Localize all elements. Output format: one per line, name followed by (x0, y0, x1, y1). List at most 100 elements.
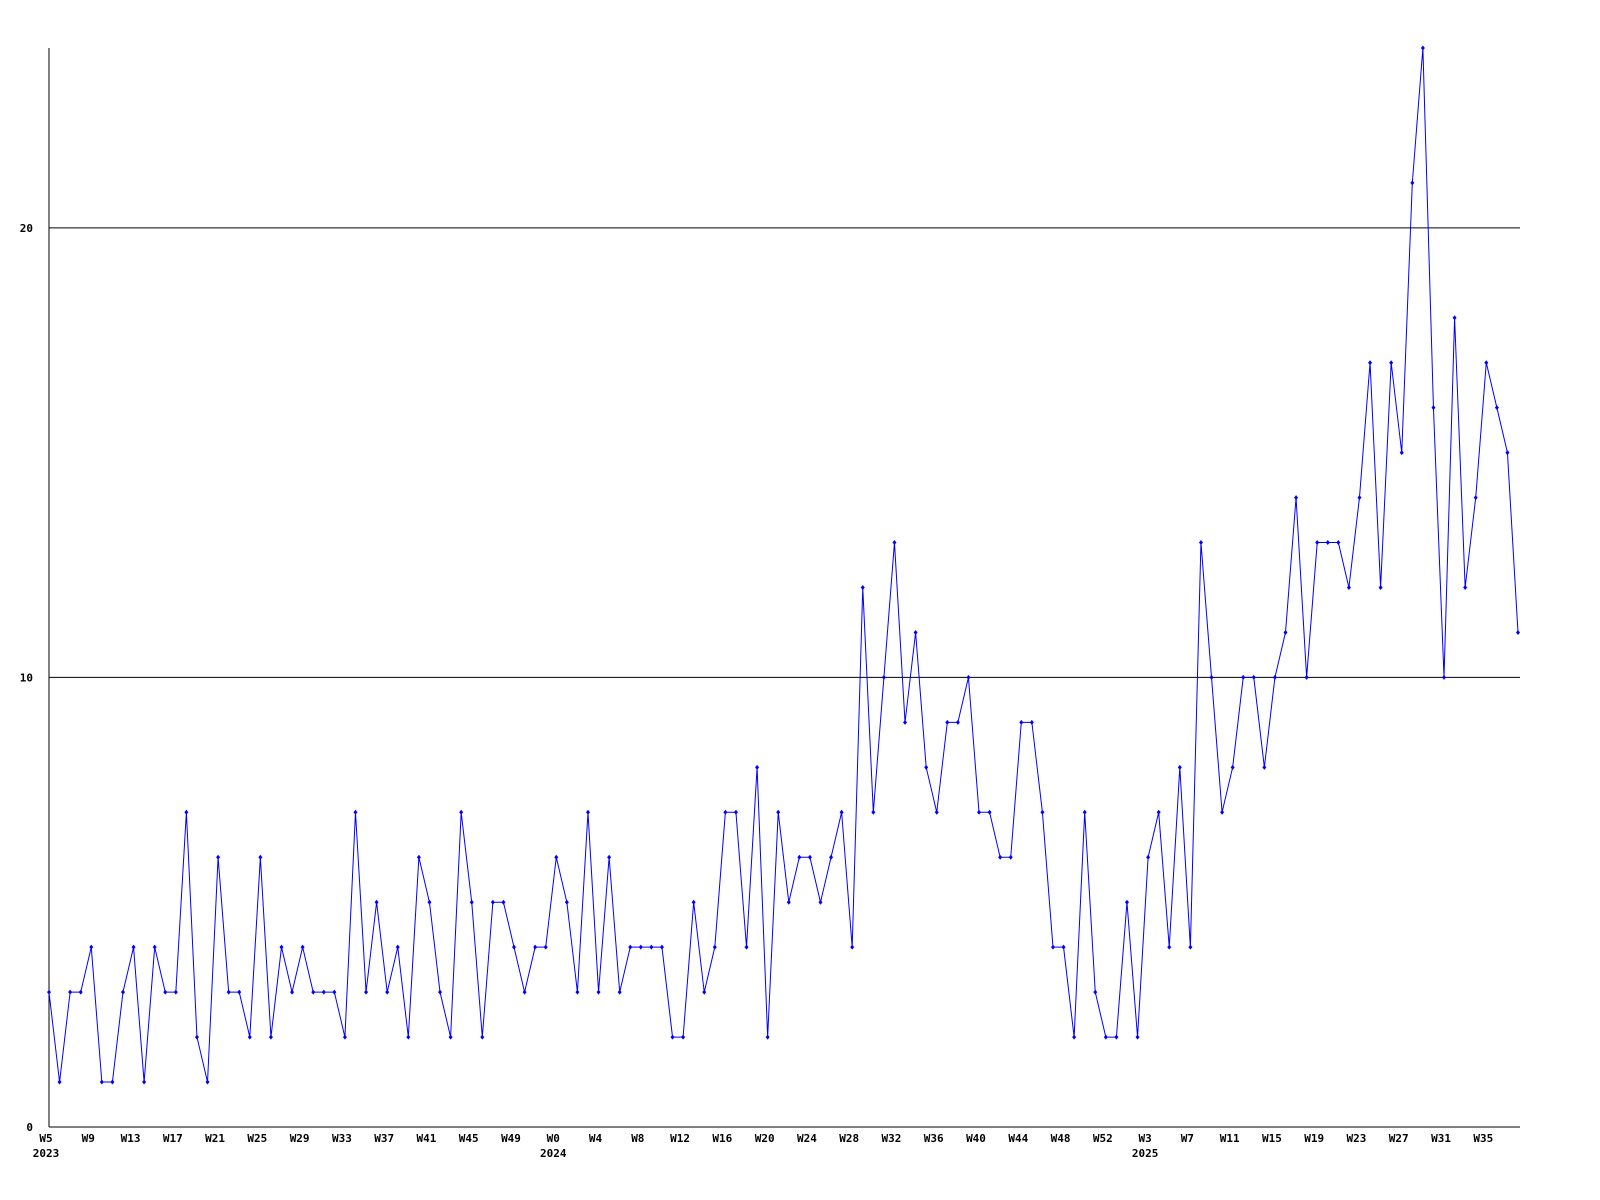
point-marker (681, 1034, 686, 1040)
point-marker (1336, 540, 1341, 546)
point-marker (1220, 809, 1225, 815)
point-marker (1230, 764, 1235, 770)
point-marker (406, 1034, 411, 1040)
point-marker (279, 944, 284, 950)
point-marker (607, 854, 612, 860)
point-marker (1082, 809, 1087, 815)
x-tick-label: W49 (501, 1132, 521, 1145)
y-tick-label: 20 (20, 222, 33, 235)
y-tick-label: 10 (20, 671, 33, 684)
point-marker (871, 809, 876, 815)
x-tick-label: W23 (1347, 1132, 1367, 1145)
point-marker (184, 809, 189, 815)
point-marker (1431, 405, 1436, 411)
point-marker (247, 1034, 252, 1040)
point-marker (300, 944, 305, 950)
point-marker (89, 944, 94, 950)
point-marker (1008, 854, 1013, 860)
x-tick-label: W31 (1431, 1132, 1451, 1145)
x-tick-label: W13 (121, 1132, 141, 1145)
point-marker (1029, 719, 1034, 725)
x-tick-label: W4 (589, 1132, 603, 1145)
point-marker (1272, 674, 1277, 680)
point-marker (290, 989, 295, 995)
point-marker (945, 719, 950, 725)
point-marker (268, 1034, 273, 1040)
point-marker (934, 809, 939, 815)
point-marker (755, 764, 760, 770)
point-marker (1050, 944, 1055, 950)
point-marker (575, 989, 580, 995)
point-marker (628, 944, 633, 950)
point-marker (1304, 674, 1309, 680)
point-marker (131, 944, 136, 950)
point-marker (807, 854, 812, 860)
point-marker (1103, 1034, 1108, 1040)
point-marker (860, 585, 865, 590)
point-marker (585, 809, 590, 815)
point-marker (670, 1034, 675, 1040)
x-tick-label: W45 (459, 1132, 479, 1145)
point-marker (881, 674, 886, 680)
x-tick-label: W24 (797, 1132, 817, 1145)
point-marker (1357, 495, 1362, 501)
point-marker (955, 719, 960, 725)
point-marker (1494, 405, 1499, 411)
x-tick-label: W11 (1220, 1132, 1240, 1145)
x-tick-label: W5 (39, 1132, 52, 1145)
point-marker (205, 1079, 210, 1085)
point-marker (691, 899, 696, 905)
x-tick-label: W41 (417, 1132, 437, 1145)
point-marker (1251, 674, 1256, 680)
point-marker (659, 944, 664, 950)
x-tick-label: W16 (712, 1132, 732, 1145)
point-marker (1442, 674, 1447, 680)
point-marker (459, 809, 464, 815)
x-tick-label: W7 (1181, 1132, 1194, 1145)
point-marker (480, 1034, 485, 1040)
series-line (48, 47, 1519, 1083)
point-marker (1452, 315, 1457, 321)
point-marker (469, 899, 474, 905)
point-marker (903, 719, 908, 725)
x-tick-label: W33 (332, 1132, 352, 1145)
point-marker (237, 989, 242, 995)
point-marker (490, 899, 495, 905)
point-marker (1019, 719, 1024, 725)
point-marker (765, 1034, 770, 1040)
point-marker (1093, 989, 1098, 995)
point-marker (311, 989, 316, 995)
point-marker (78, 989, 83, 995)
point-marker (1209, 674, 1214, 680)
x-year-label: 2024 (540, 1147, 567, 1160)
y-tick-label: 0 (26, 1121, 33, 1134)
x-tick-label: W36 (924, 1132, 944, 1145)
point-marker (1262, 764, 1267, 770)
x-tick-label: W15 (1262, 1132, 1282, 1145)
point-marker (258, 854, 263, 860)
point-marker (712, 944, 717, 950)
point-marker (829, 854, 834, 860)
point-marker (120, 989, 125, 995)
point-marker (638, 944, 643, 950)
x-tick-label: W27 (1389, 1132, 1409, 1145)
point-marker (733, 809, 738, 815)
point-marker (448, 1034, 453, 1040)
point-marker (554, 854, 559, 860)
point-marker (163, 989, 168, 995)
point-marker (1484, 360, 1489, 366)
x-tick-label: W19 (1304, 1132, 1324, 1145)
point-marker (543, 944, 548, 950)
point-marker (416, 854, 421, 860)
point-marker (1135, 1034, 1140, 1040)
point-marker (216, 854, 221, 860)
point-marker (1505, 450, 1510, 456)
point-marker (194, 1034, 199, 1040)
point-marker (1294, 495, 1299, 501)
point-marker (142, 1079, 147, 1085)
point-marker (321, 989, 326, 995)
point-marker (1198, 540, 1203, 546)
point-marker (1061, 944, 1066, 950)
